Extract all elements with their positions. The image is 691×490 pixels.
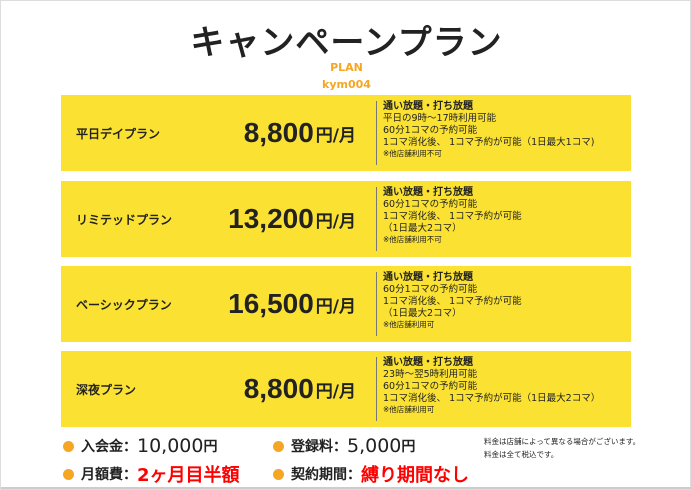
plan-note: ※他店舗利用不可: [383, 235, 442, 244]
plan-feature: （1日最大2コマ）: [383, 223, 462, 234]
registration-fee-unit: 円: [401, 439, 416, 455]
entry-fee-unit: 円: [203, 439, 218, 455]
bullet-icon: [63, 440, 74, 452]
price-unit: 円/月: [315, 125, 356, 146]
plan-feature: 1コマ消化後、 1コマ予約が可能: [383, 296, 522, 307]
plan-card: リミテッドプラン 13,200 円/月 通い放題・打ち放題 60分1コマの予約可能 1…: [61, 181, 631, 257]
price-value: 16,500: [228, 288, 314, 319]
registration-fee-value: 5,000: [347, 435, 402, 457]
plan-heading: 通い放題・打ち放題: [383, 357, 473, 368]
plan-heading: 通い放題・打ち放題: [383, 101, 473, 112]
monthly-fee: 月額費： 2ヶ月目半額: [63, 461, 240, 487]
plan-feature: 60分1コマの予約可能: [383, 284, 478, 295]
plan-description: 通い放題・打ち放題 23時〜翌5時利用可能 60分1コマの予約可能 1コマ消化後、 1…: [376, 357, 600, 421]
plan-description: 通い放題・打ち放題 60分1コマの予約可能 1コマ消化後、 1コマ予約が可能 （1日最…: [376, 187, 522, 251]
plan-description: 通い放題・打ち放題 60分1コマの予約可能 1コマ消化後、 1コマ予約が可能 （1日最…: [376, 272, 522, 336]
plan-feature: 60分1コマの予約可能: [383, 199, 478, 210]
plan-feature: 1コマ消化後、 1コマ予約が可能: [383, 211, 522, 222]
price-value: 13,200: [228, 203, 314, 234]
contract-period-label: 契約期間：: [291, 467, 361, 483]
plan-feature: 23時〜翌5時利用可能: [383, 369, 478, 380]
plan-feature: 60分1コマの予約可能: [383, 381, 478, 392]
plan-name: ベーシックプラン: [76, 297, 172, 312]
notes: 料金は店舗によって異なる場合がございます。 料金は全て税込です。: [484, 435, 640, 461]
plan-card: ベーシックプラン 16,500 円/月 通い放題・打ち放題 60分1コマの予約可能 1…: [61, 266, 631, 342]
plan-feature: 60分1コマの予約可能: [383, 125, 478, 136]
page-title: キャンペーンプラン: [190, 23, 503, 63]
plan-price: 13,200 円/月: [228, 181, 356, 257]
price-unit: 円/月: [315, 296, 356, 317]
contract-period-value: 縛り期間なし: [361, 465, 469, 486]
bullet-icon: [273, 468, 284, 480]
note-line: 料金は全て税込です。: [484, 450, 559, 459]
subtitle: PLAN: [330, 61, 363, 74]
plan-price: 8,800 円/月: [244, 351, 356, 427]
plan-feature: 平日の9時〜17時利用可能: [383, 113, 497, 124]
plan-note: ※他店舗利用可: [383, 320, 435, 329]
plan-note: ※他店舗利用可: [383, 405, 435, 414]
bullet-icon: [63, 468, 74, 480]
price-value: 8,800: [243, 117, 314, 148]
plan-card: 深夜プラン 8,800 円/月 通い放題・打ち放題 23時〜翌5時利用可能 60分1コ…: [61, 351, 631, 427]
bullet-icon: [273, 440, 284, 452]
plan-heading: 通い放題・打ち放題: [383, 272, 473, 283]
plan-note: ※他店舗利用不可: [383, 149, 442, 158]
plan-price: 16,500 円/月: [228, 266, 356, 342]
entry-fee-label: 入会金：: [81, 439, 137, 455]
plan-feature: 1コマ消化後、 1コマ予約が可能（1日最大1コマ): [383, 137, 595, 148]
contract-period: 契約期間： 縛り期間なし: [273, 461, 469, 487]
entry-fee: 入会金： 10,000 円: [63, 435, 217, 457]
plan-price: 8,800 円/月: [244, 95, 356, 171]
registration-fee-label: 登録料：: [291, 439, 347, 455]
plan-name: 深夜プラン: [76, 382, 137, 397]
price-unit: 円/月: [315, 381, 356, 402]
store-code: kym004: [322, 78, 371, 91]
note-line: 料金は店舗によって異なる場合がございます。: [484, 437, 641, 446]
plan-feature: （1日最大2コマ）: [383, 308, 462, 319]
plan-heading: 通い放題・打ち放題: [383, 187, 473, 198]
entry-fee-value: 10,000: [137, 435, 204, 457]
divider: [1, 487, 691, 489]
registration-fee: 登録料： 5,000 円: [273, 435, 415, 457]
price-value: 8,800: [243, 373, 314, 404]
plan-name: 平日デイプラン: [76, 126, 161, 141]
monthly-fee-label: 月額費：: [81, 467, 137, 483]
plan-card: 平日デイプラン 8,800 円/月 通い放題・打ち放題 平日の9時〜17時利用可能 6…: [61, 95, 631, 171]
price-unit: 円/月: [315, 211, 356, 232]
monthly-fee-value: 2ヶ月目半額: [137, 465, 240, 486]
plan-feature: 1コマ消化後、 1コマ予約が可能（1日最大2コマ）: [383, 393, 601, 404]
plan-description: 通い放題・打ち放題 平日の9時〜17時利用可能 60分1コマの予約可能 1コマ消化後、…: [376, 101, 594, 165]
plan-name: リミテッドプラン: [76, 212, 173, 227]
